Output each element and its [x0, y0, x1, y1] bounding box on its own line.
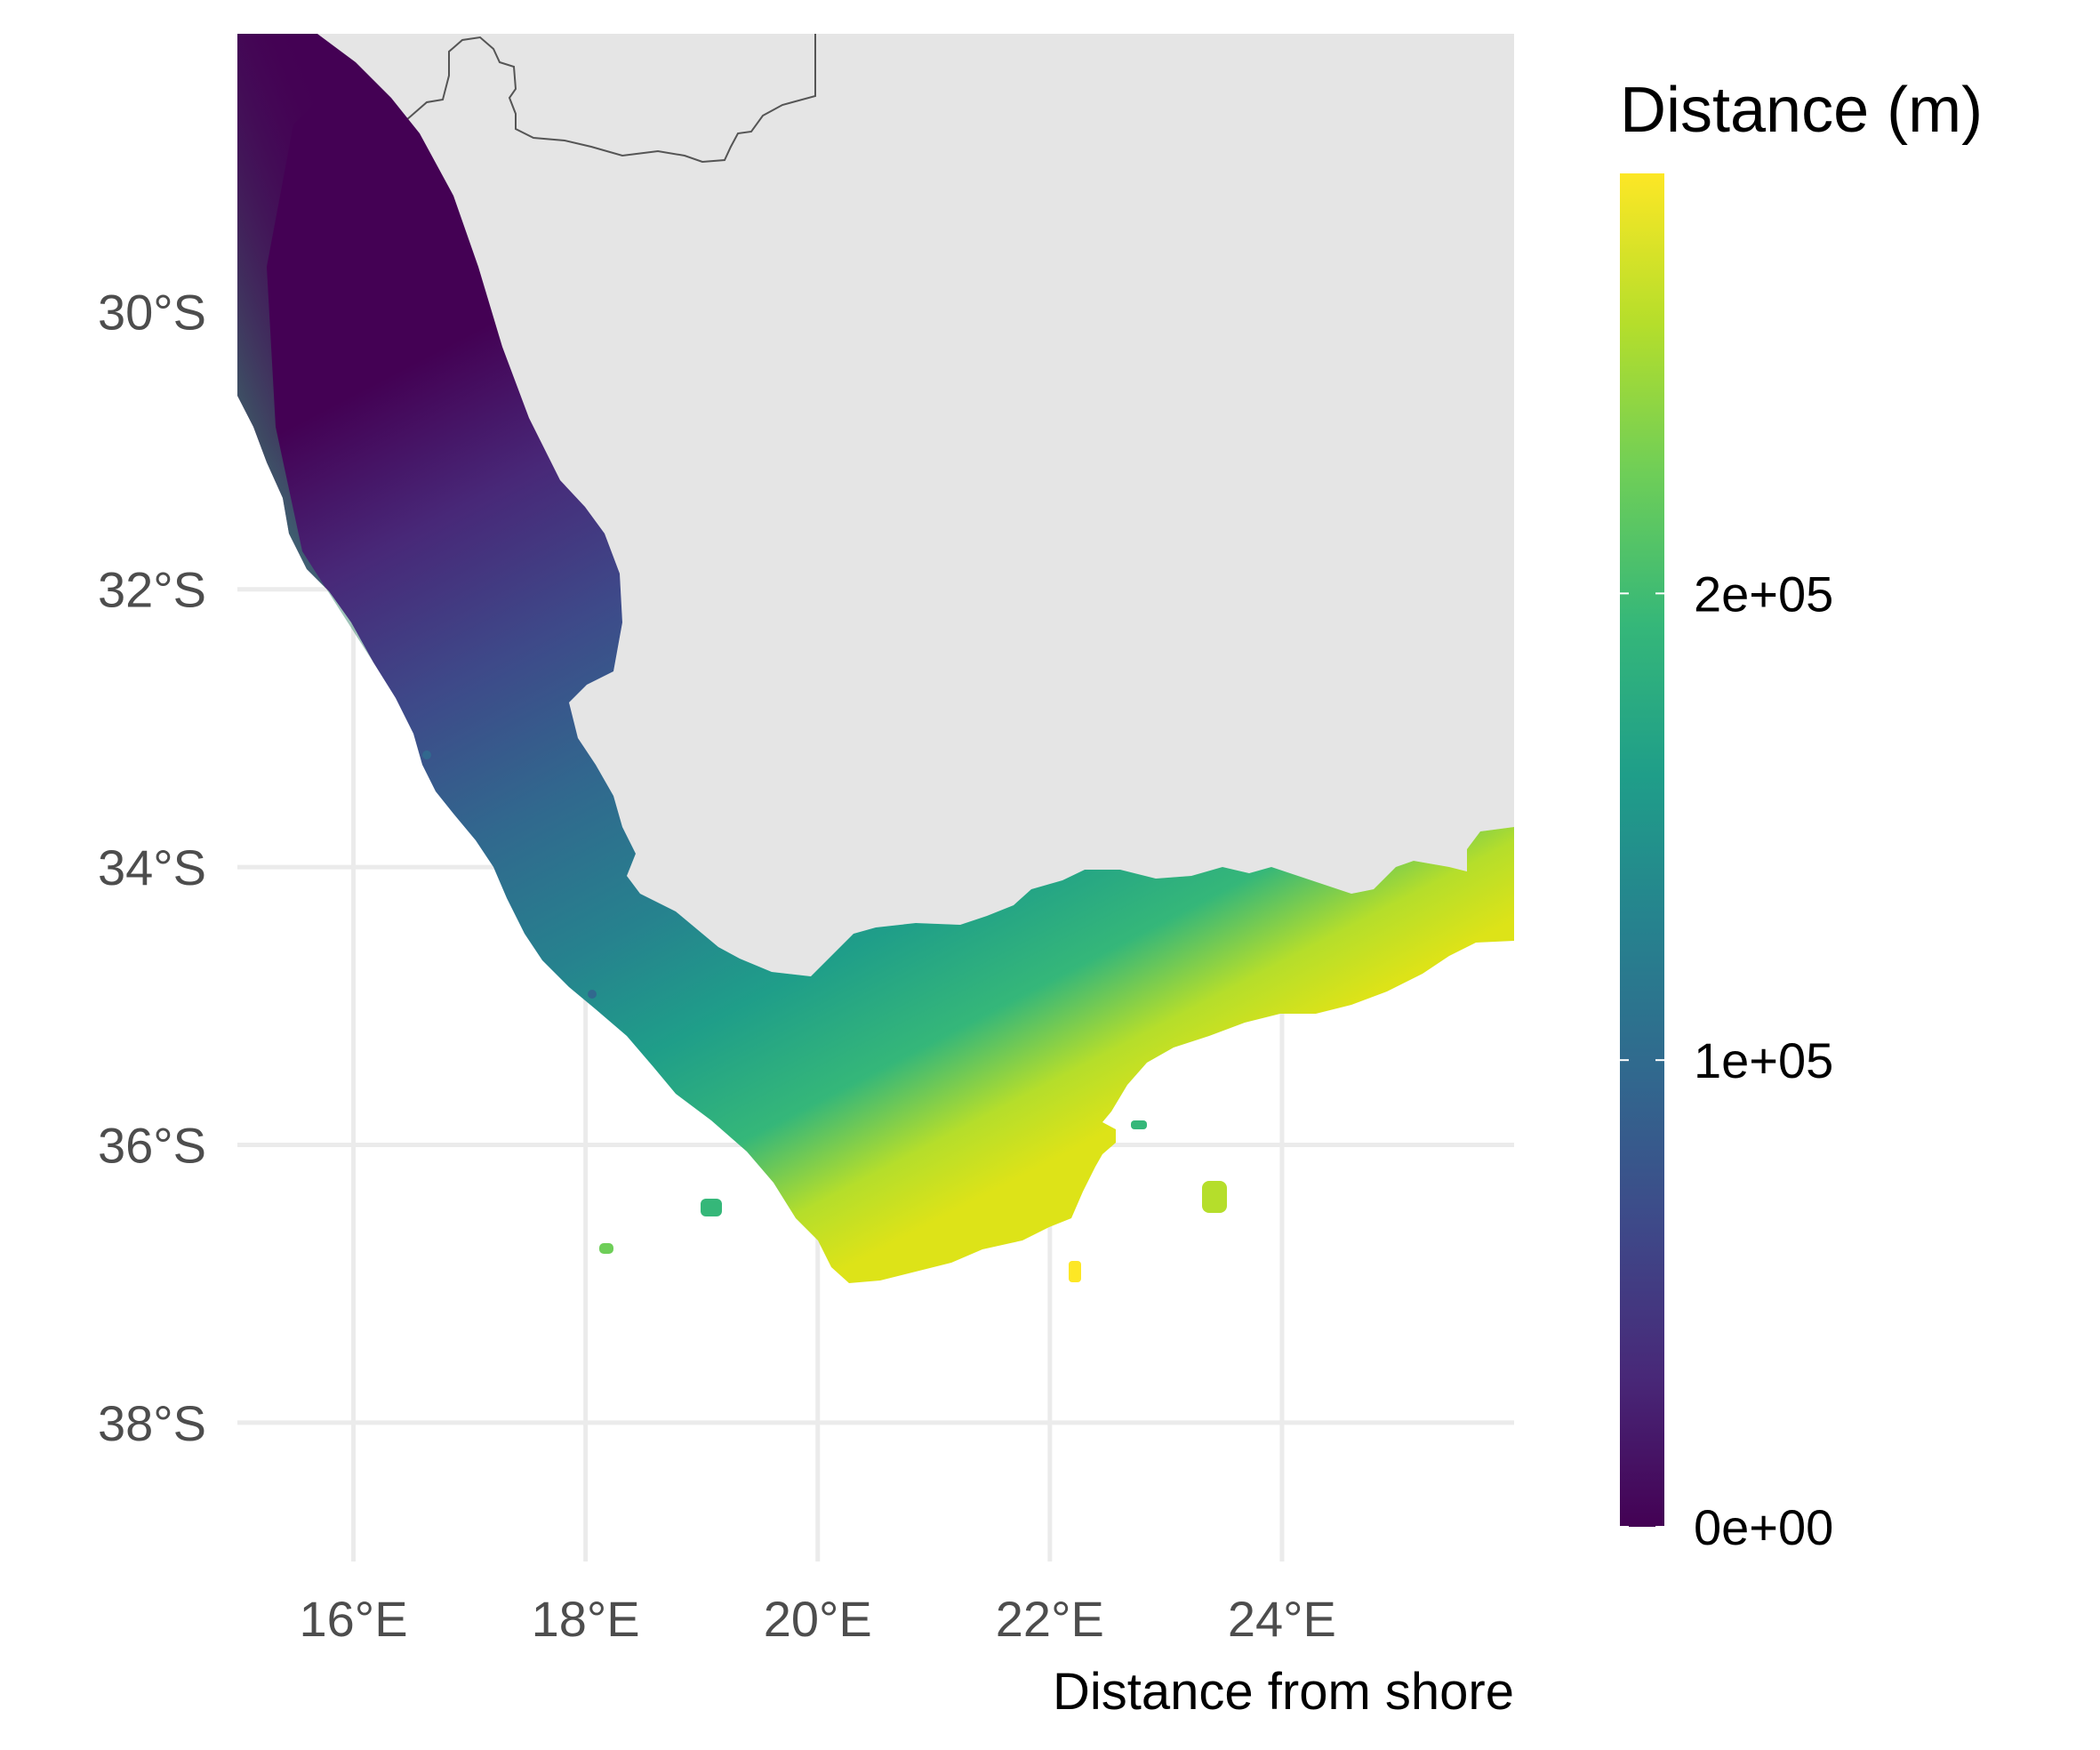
legend-tick-label: 1e+05	[1694, 1032, 1833, 1088]
x-tick-label: 20°E	[764, 1591, 872, 1647]
colorbar	[1620, 173, 1664, 1527]
legend: Distance (m) 0e+00 1e+05 2e+05	[1620, 75, 1983, 1555]
legend-tick-label: 0e+00	[1694, 1499, 1833, 1555]
seamount-patch	[701, 1199, 722, 1216]
y-tick-label: 34°S	[98, 839, 206, 895]
x-axis: 16°E 18°E 20°E 22°E 24°E	[300, 1591, 1336, 1647]
x-tick-label: 18°E	[532, 1591, 640, 1647]
x-tick-label: 22°E	[996, 1591, 1104, 1647]
legend-tick-label: 2e+05	[1694, 566, 1833, 622]
seamount-patch	[588, 990, 597, 999]
seamount-patch	[1131, 1120, 1147, 1129]
y-tick-label: 32°S	[98, 562, 206, 618]
seamount-patch	[422, 751, 431, 759]
country-border	[405, 34, 816, 164]
distance-raster	[237, 34, 1514, 1283]
land-area	[317, 34, 1514, 976]
map-caption: Distance from shore	[1053, 1663, 1514, 1721]
legend-ticks: 0e+00 1e+05 2e+05	[1620, 566, 1833, 1555]
seamount-patch	[1069, 1261, 1081, 1282]
y-tick-label: 30°S	[98, 284, 206, 340]
offshore-gradient-overlay	[237, 34, 373, 662]
x-tick-label: 16°E	[300, 1591, 408, 1647]
legend-title: Distance (m)	[1620, 75, 1983, 146]
x-tick-label: 24°E	[1228, 1591, 1336, 1647]
y-tick-label: 36°S	[98, 1117, 206, 1173]
y-tick-label: 38°S	[98, 1395, 206, 1451]
seamount-patch	[599, 1243, 613, 1254]
y-axis: 30°S 32°S 34°S 36°S 38°S	[98, 284, 206, 1450]
seamount-patch	[1202, 1181, 1227, 1213]
